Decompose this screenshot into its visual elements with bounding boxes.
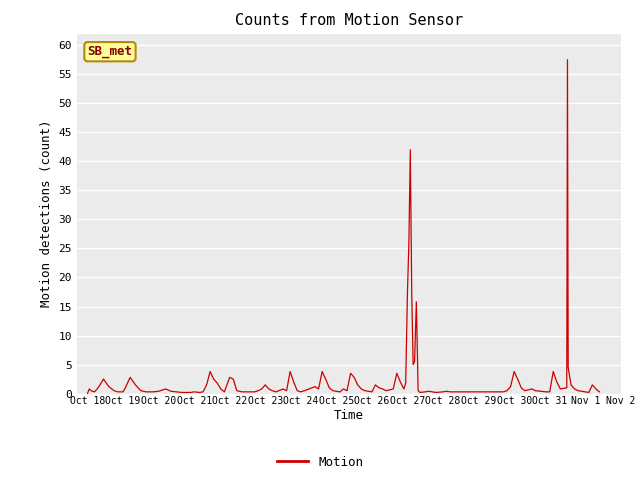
Title: Counts from Motion Sensor: Counts from Motion Sensor: [235, 13, 463, 28]
Legend: Motion: Motion: [272, 451, 368, 474]
X-axis label: Time: Time: [334, 409, 364, 422]
Y-axis label: Motion detections (count): Motion detections (count): [40, 120, 53, 307]
Text: SB_met: SB_met: [88, 45, 132, 58]
